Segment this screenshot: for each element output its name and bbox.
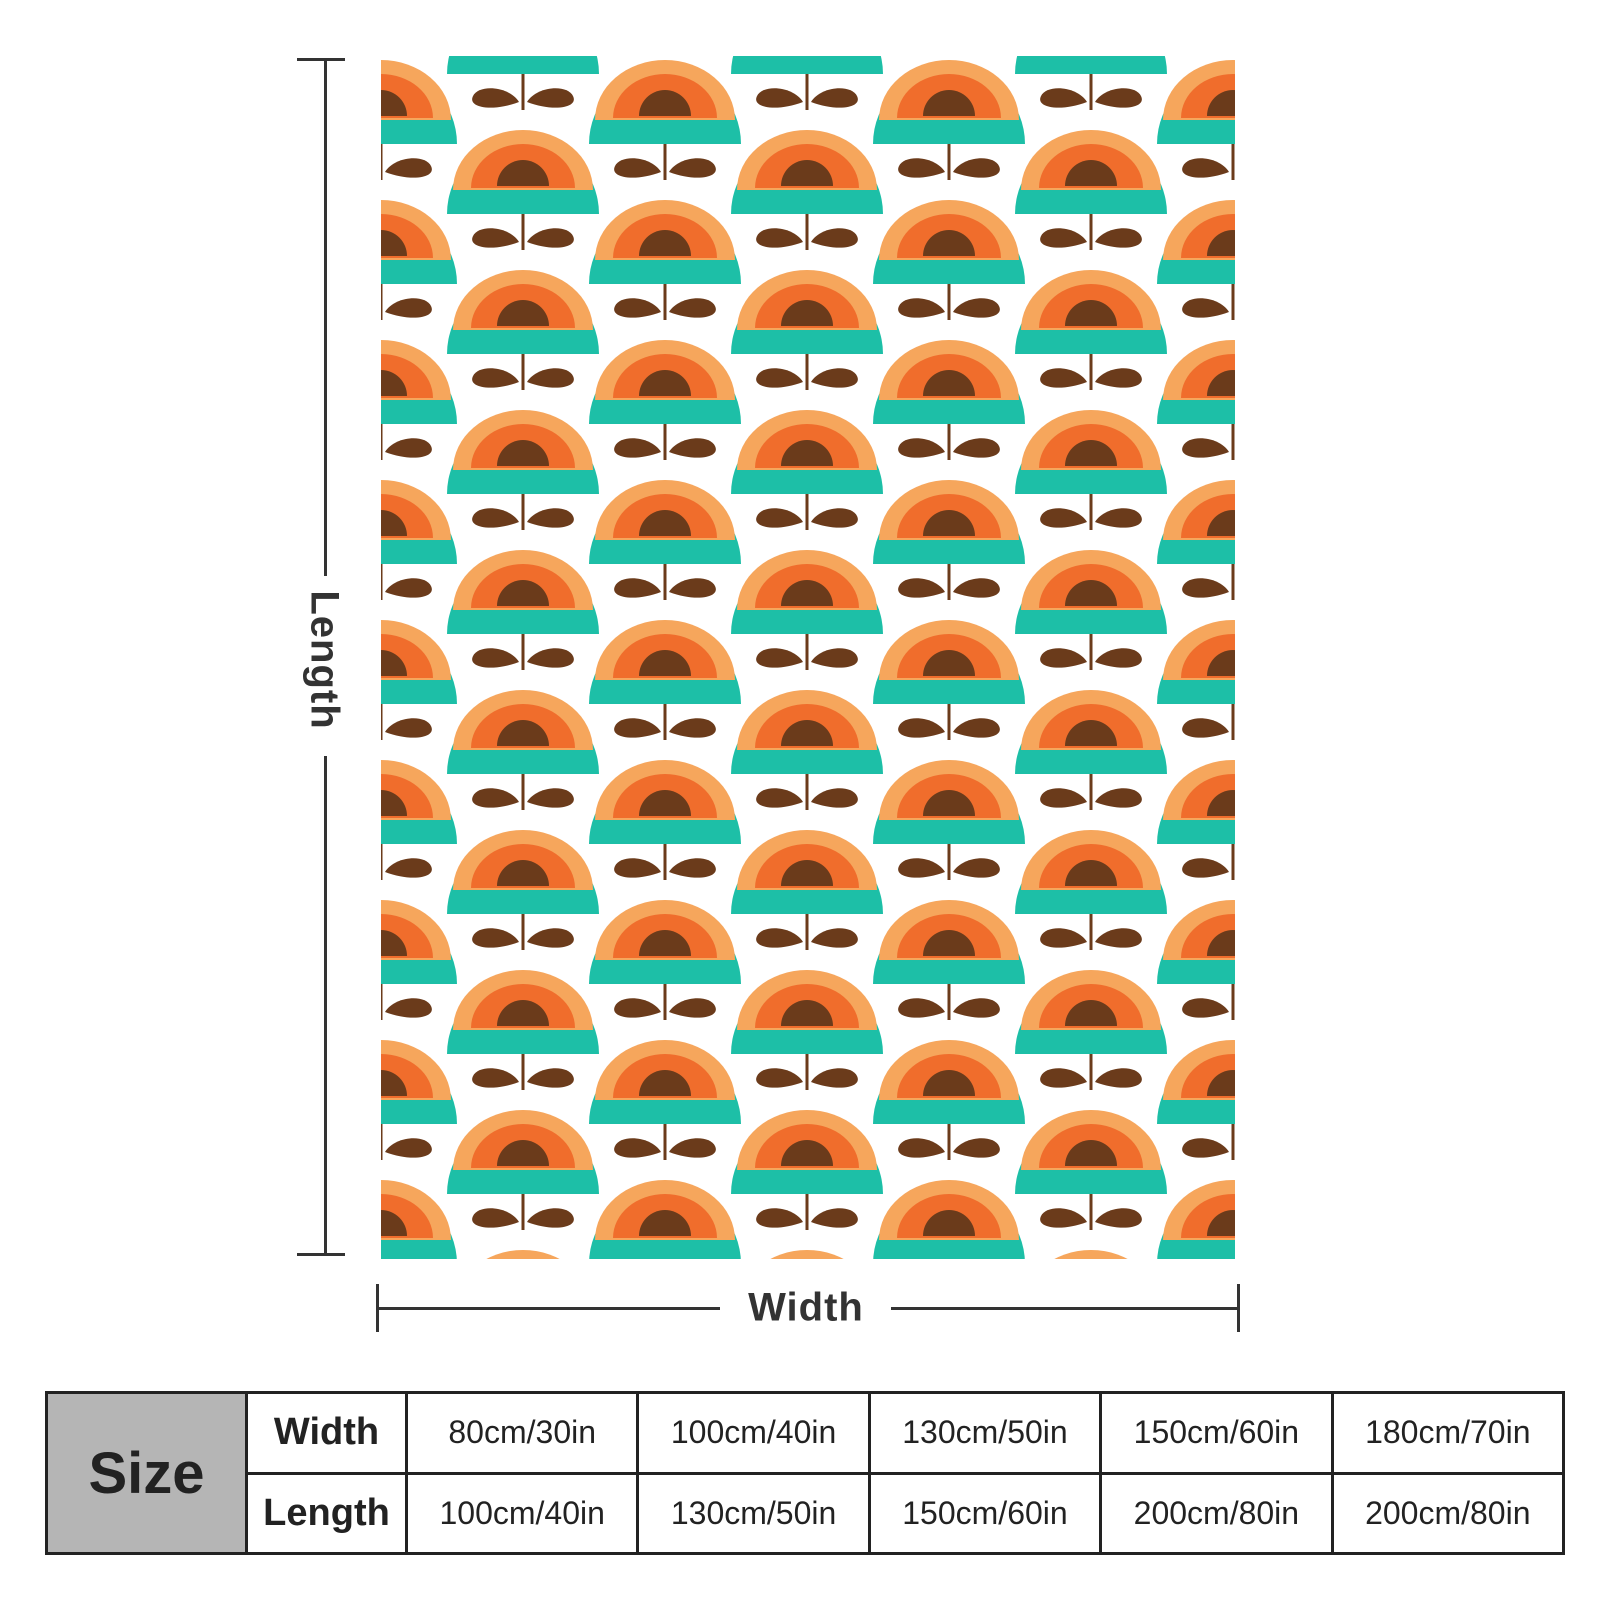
width-row-label: Width <box>245 1391 408 1475</box>
table-cell: 180cm/70in <box>1330 1391 1566 1475</box>
length-top-cap <box>297 58 345 61</box>
width-label: Width <box>748 1285 864 1330</box>
table-cell: 100cm/40in <box>636 1391 871 1475</box>
length-bottom-cap <box>297 1253 345 1256</box>
table-cell: 130cm/50in <box>867 1391 1103 1475</box>
table-cell: 100cm/40in <box>404 1471 640 1555</box>
table-cell: 200cm/80in <box>1330 1471 1566 1555</box>
table-row: Size Width 80cm/30in 100cm/40in 130cm/50… <box>45 1391 1566 1555</box>
table-cell: 150cm/60in <box>867 1471 1103 1555</box>
width-right-cap <box>1237 1284 1240 1332</box>
size-table: Size Width 80cm/30in 100cm/40in 130cm/50… <box>45 1391 1566 1555</box>
blanket-pattern-image <box>381 56 1235 1259</box>
table-row: Length 100cm/40in 130cm/50in 150cm/60in … <box>47 1471 1566 1555</box>
table-cell: 150cm/60in <box>1099 1391 1334 1475</box>
table-cell: 80cm/30in <box>404 1391 640 1475</box>
width-line-left <box>376 1307 720 1310</box>
table-cell: 130cm/50in <box>636 1471 871 1555</box>
size-header-cell: Size <box>45 1391 248 1555</box>
table-cell: 200cm/80in <box>1099 1471 1334 1555</box>
length-line-top <box>324 58 327 576</box>
width-line-right <box>891 1307 1239 1310</box>
length-line-bottom <box>324 756 327 1254</box>
length-row-label: Length <box>245 1471 408 1555</box>
length-label: Length <box>302 590 347 730</box>
